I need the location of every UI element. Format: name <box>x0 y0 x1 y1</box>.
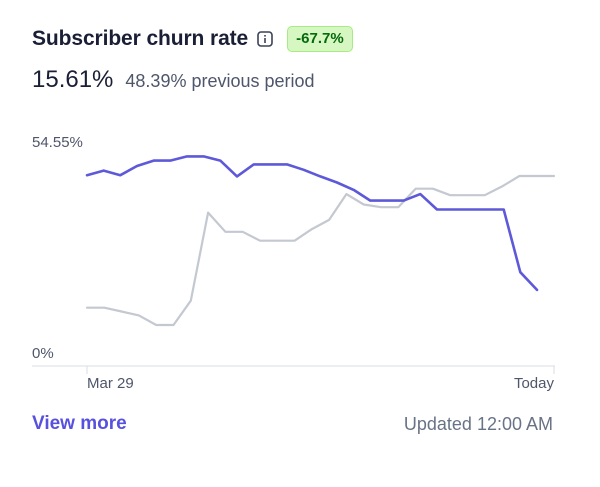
previous-period-line <box>85 174 556 327</box>
y-min-label: 0% <box>32 345 54 362</box>
previous-period: 48.39% previous period <box>125 71 314 92</box>
updated-time: 12:00 AM <box>476 414 553 434</box>
info-icon[interactable] <box>257 31 273 47</box>
y-max-label: 54.55% <box>32 134 83 151</box>
summary-row: 15.61% 48.39% previous period <box>32 66 315 94</box>
updated-label: Updated <box>403 414 472 434</box>
page-title: Subscriber churn rate <box>32 27 249 50</box>
card-header: Subscriber churn rate -67.7% <box>32 24 353 54</box>
view-more-link[interactable]: View more <box>32 413 127 434</box>
previous-label: previous period <box>191 71 315 91</box>
updated-timestamp: Updated 12:00 AM <box>404 414 553 435</box>
series-layer <box>85 155 556 327</box>
change-badge: -67.7% <box>287 26 353 52</box>
current-value: 15.61% <box>32 66 114 93</box>
x-start-label: Mar 29 <box>87 375 134 392</box>
x-end-label: Today <box>514 375 555 392</box>
previous-value: 48.39% <box>125 71 187 91</box>
current-period-line <box>85 155 539 292</box>
